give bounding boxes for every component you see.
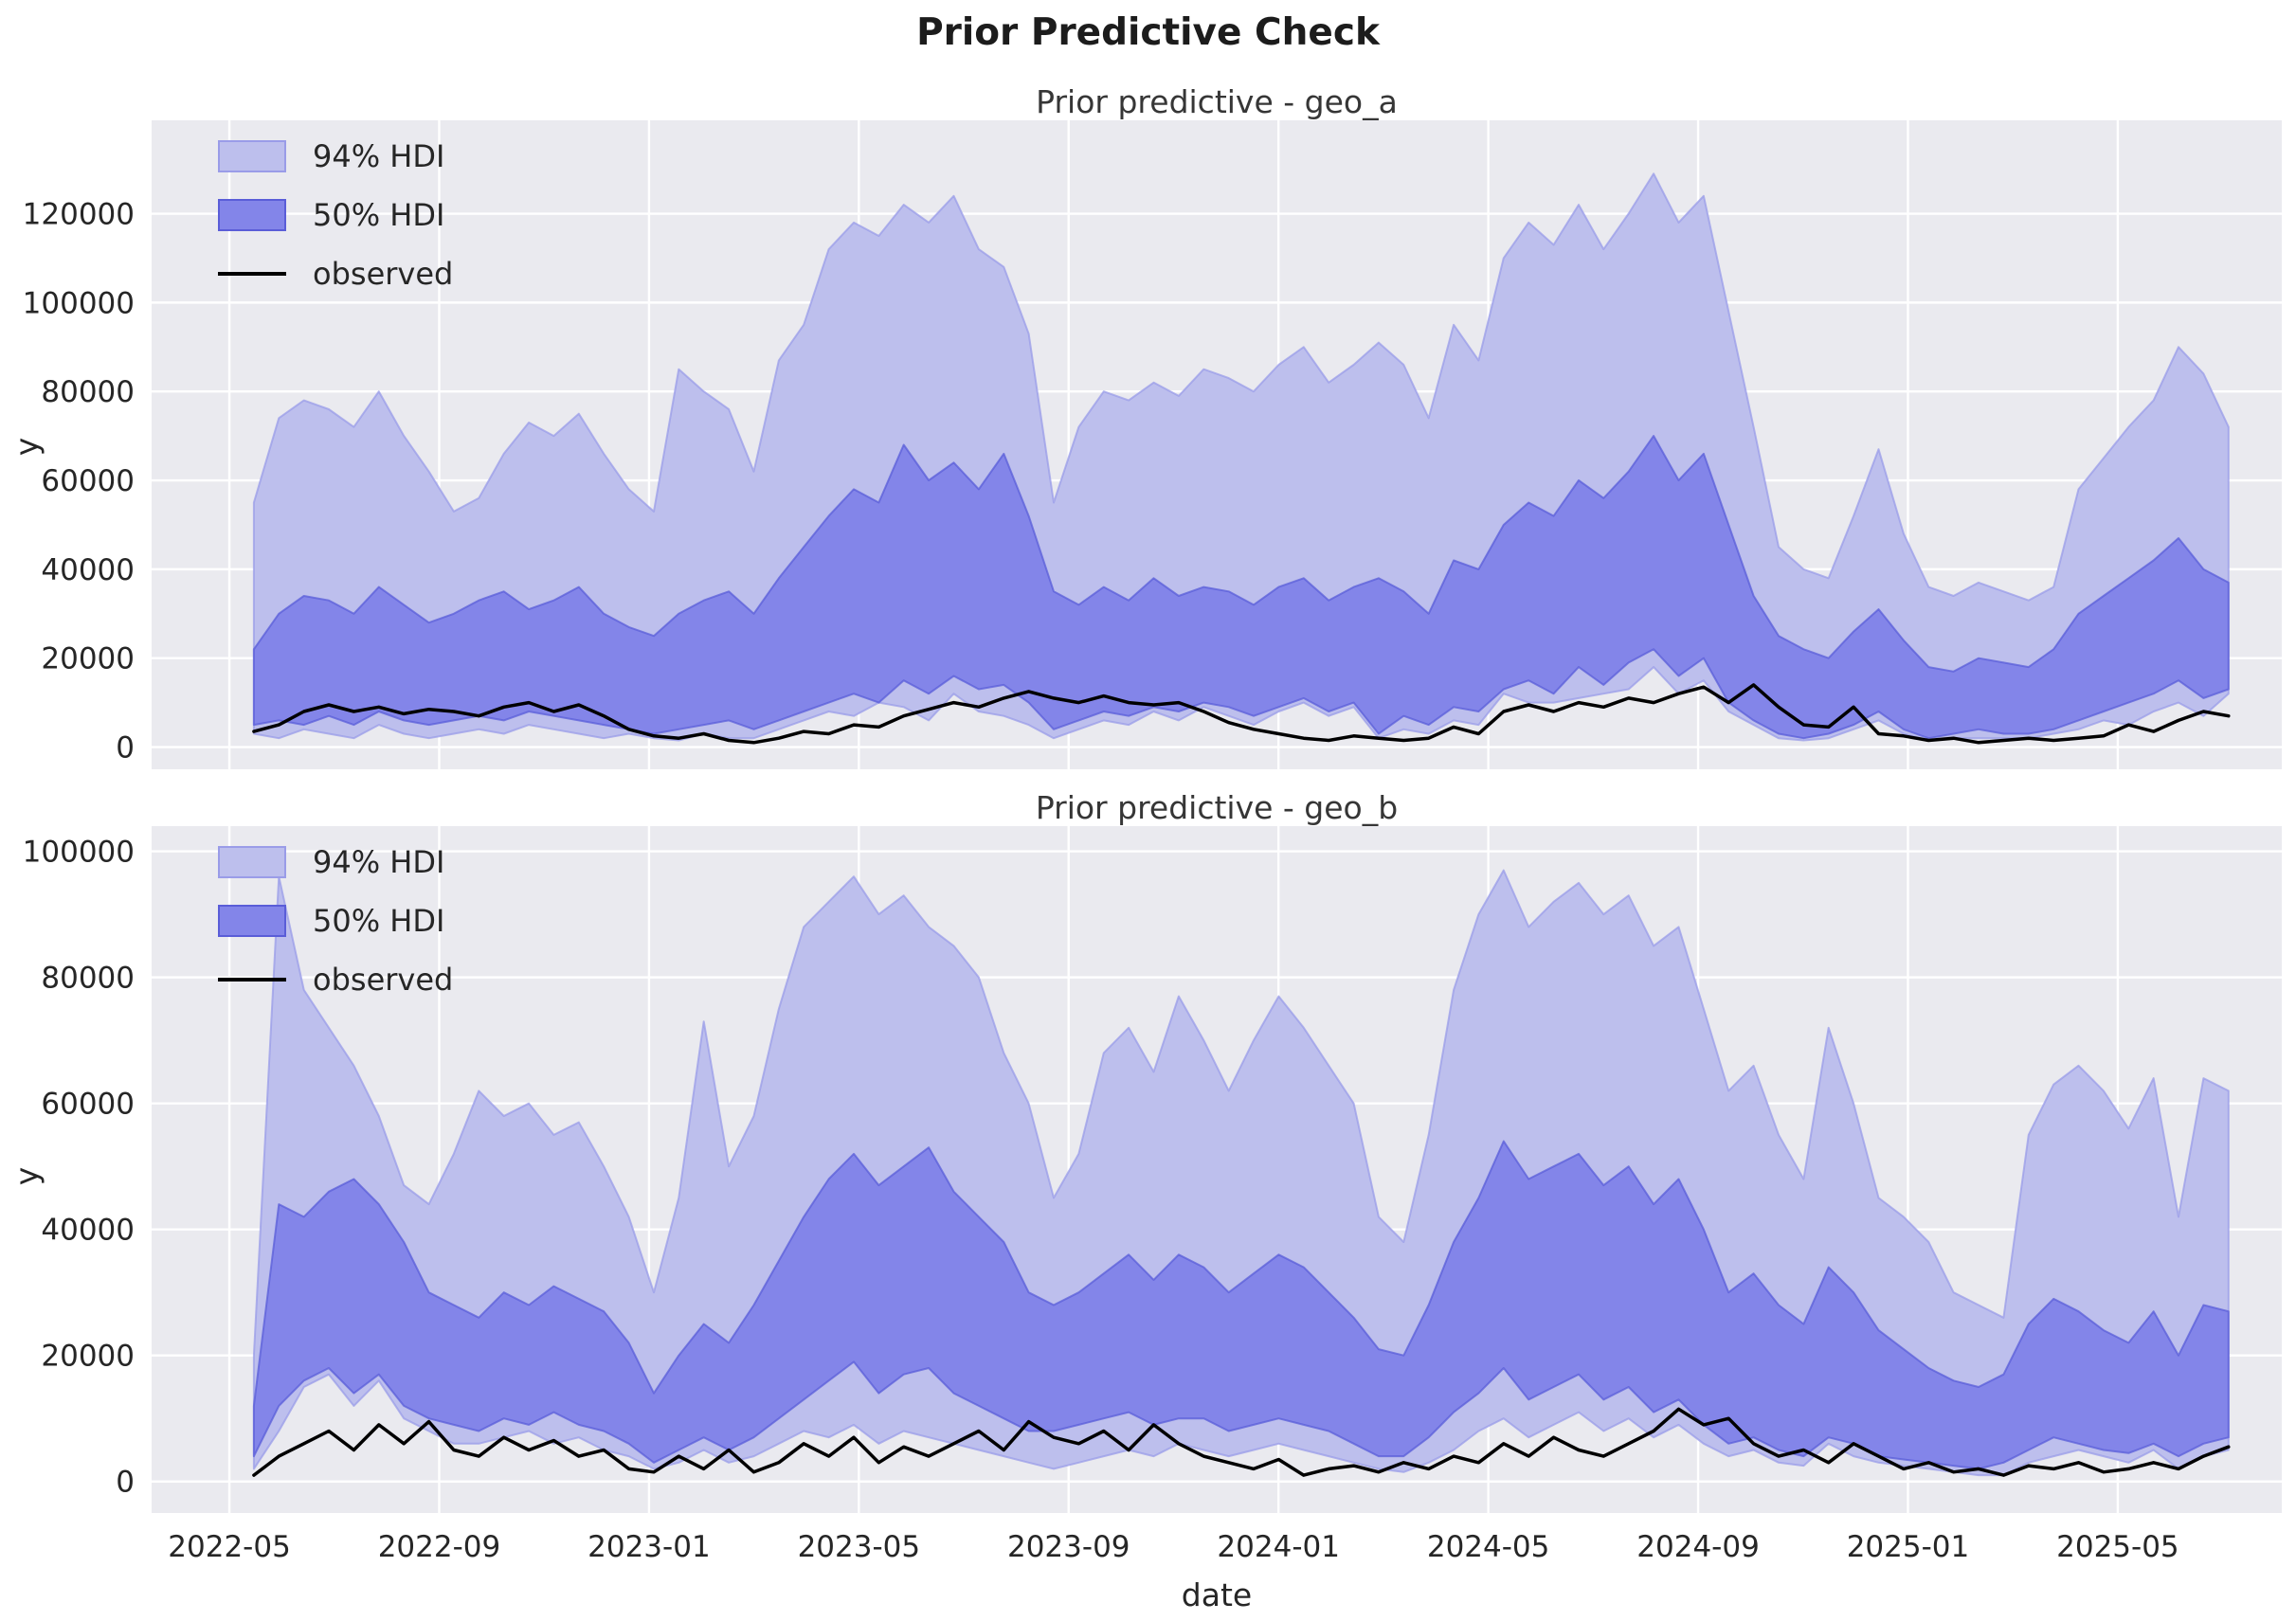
legend-row-50-hdi: 50% HDI: [218, 897, 453, 945]
x-tick-label: 2024-09: [1636, 1530, 1760, 1564]
observed-line-icon: [218, 978, 286, 982]
x-tick-label: 2024-01: [1217, 1530, 1340, 1564]
legend-row-94-hdi: 94% HDI: [218, 838, 453, 886]
x-tick-label: 2023-09: [1007, 1530, 1130, 1564]
legend-label-50-hdi: 50% HDI: [313, 197, 445, 233]
hdi50-band-geo-b: [252, 1140, 2230, 1470]
subplot-title-geo-b: Prior predictive - geo_b: [1035, 789, 1399, 826]
legend-geo-a: 94% HDI 50% HDI observed: [218, 133, 453, 297]
hdi50-band-geo-a: [252, 435, 2230, 740]
legend-label-observed: observed: [313, 962, 454, 998]
y-tick-label: 0: [116, 731, 135, 765]
observed-line-geo-b: [252, 1407, 2231, 1477]
x-axis-label: date: [1181, 1576, 1253, 1613]
x-tick-label: 2024-05: [1427, 1530, 1550, 1564]
y-tick-label: 80000: [41, 375, 135, 409]
subplot-title-geo-a: Prior predictive - geo_a: [1036, 83, 1398, 120]
y-tick-label: 0: [116, 1466, 135, 1500]
x-tick-label: 2023-05: [798, 1530, 921, 1564]
x-tick-label: 2025-05: [2056, 1530, 2179, 1564]
legend-row-observed: observed: [218, 956, 453, 1003]
observed-line-icon: [218, 272, 286, 276]
figure-suptitle: Prior Predictive Check: [916, 11, 1380, 54]
x-tick-label: 2025-01: [1847, 1530, 1970, 1564]
legend-label-50-hdi: 50% HDI: [313, 903, 445, 939]
legend-geo-b: 94% HDI 50% HDI observed: [218, 838, 453, 1003]
y-tick-label: 20000: [41, 1340, 135, 1374]
y-tick-label: 60000: [41, 464, 135, 498]
hdi94-swatch-icon: [218, 140, 286, 172]
y-tick-label: 60000: [41, 1088, 135, 1122]
y-tick-label: 40000: [41, 1214, 135, 1248]
legend-label-94-hdi: 94% HDI: [313, 138, 445, 174]
legend-row-50-hdi: 50% HDI: [218, 191, 453, 239]
y-axis-label-geo-a: y: [8, 437, 45, 457]
legend-label-94-hdi: 94% HDI: [313, 844, 445, 880]
legend-row-observed: observed: [218, 250, 453, 297]
hdi50-swatch-icon: [218, 199, 286, 231]
x-tick-label: 2022-09: [378, 1530, 501, 1564]
y-tick-label: 80000: [41, 962, 135, 996]
y-tick-label: 20000: [41, 642, 135, 676]
legend-label-observed: observed: [313, 256, 454, 292]
hdi94-swatch-icon: [218, 846, 286, 878]
y-tick-label: 100000: [23, 286, 135, 320]
x-tick-label: 2022-05: [168, 1530, 291, 1564]
hdi50-swatch-icon: [218, 905, 286, 937]
y-tick-label: 100000: [23, 836, 135, 870]
y-tick-label: 120000: [23, 198, 135, 232]
observed-line-geo-a: [252, 683, 2231, 745]
y-axis-label-geo-b: y: [8, 1166, 45, 1186]
y-tick-label: 40000: [41, 553, 135, 587]
legend-row-94-hdi: 94% HDI: [218, 133, 453, 180]
x-tick-label: 2023-01: [588, 1530, 711, 1564]
